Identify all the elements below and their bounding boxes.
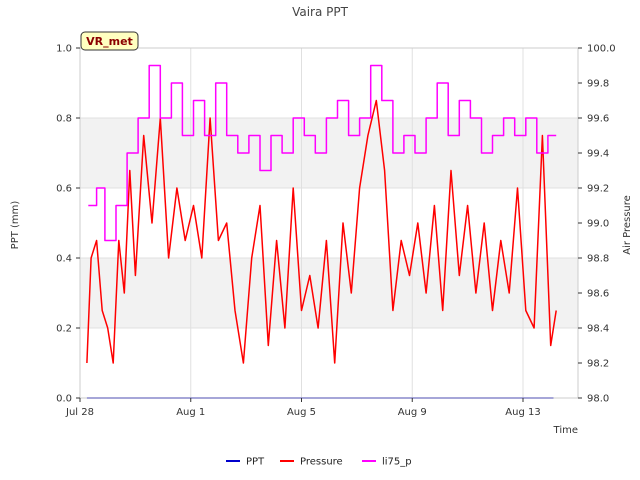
y-right-tick-label: 98.8 bbox=[587, 254, 609, 265]
x-axis-label: Time bbox=[553, 425, 578, 436]
y-right-tick-label: 100.0 bbox=[587, 44, 616, 55]
series-line-li75_p bbox=[88, 64, 557, 242]
x-tick-label: Aug 5 bbox=[287, 407, 316, 418]
y-left-tick-label: 0.6 bbox=[56, 184, 72, 195]
y-right-tick-label: 99.4 bbox=[587, 149, 609, 160]
y-left-tick-label: 0.2 bbox=[56, 324, 72, 335]
y-right-tick-label: 98.4 bbox=[587, 324, 609, 335]
y-axis-right-label: Air Pressure bbox=[622, 195, 633, 255]
legend-label-pressure: Pressure bbox=[300, 457, 343, 468]
legend-label-ppt: PPT bbox=[246, 457, 265, 468]
site-badge-label: VR_met bbox=[86, 35, 133, 48]
y-right-tick-label: 99.6 bbox=[587, 114, 609, 125]
y-axis-left-label: PPT (mm) bbox=[10, 201, 21, 250]
site-badge: VR_met bbox=[80, 31, 139, 51]
y-right-tick-label: 98.2 bbox=[587, 359, 609, 370]
x-tick-label: Jul 28 bbox=[65, 407, 94, 418]
y-right-tick-label: 99.0 bbox=[587, 219, 609, 230]
chart-title: Vaira PPT bbox=[292, 5, 349, 19]
y-right-tick-label: 98.0 bbox=[587, 394, 609, 405]
y-right-tick-label: 98.6 bbox=[587, 289, 609, 300]
legend-label-li75_p: li75_p bbox=[382, 457, 412, 468]
plot-area bbox=[80, 48, 578, 398]
y-left-tick-label: 0.8 bbox=[56, 114, 72, 125]
site-badge-box bbox=[80, 31, 139, 51]
y-left-tick-label: 0.0 bbox=[56, 394, 72, 405]
series-line-pressure bbox=[86, 99, 557, 364]
axes: 0.0 0.2 0.4 0.6 0.8 1.0 98.0 98.2 98.4 98.6 98.8 99… bbox=[56, 44, 616, 419]
y-right-tick-label: 99.8 bbox=[587, 79, 609, 90]
y-right-tick-label: 99.2 bbox=[587, 184, 609, 195]
x-tick-label: Aug 1 bbox=[176, 407, 205, 418]
x-tick-label: Aug 13 bbox=[505, 407, 540, 418]
legend: PPT Pressure li75_p bbox=[226, 457, 412, 468]
x-tick-label: Aug 9 bbox=[398, 407, 427, 418]
y-left-tick-label: 0.4 bbox=[56, 254, 72, 265]
y-left-tick-label: 1.0 bbox=[56, 44, 72, 55]
